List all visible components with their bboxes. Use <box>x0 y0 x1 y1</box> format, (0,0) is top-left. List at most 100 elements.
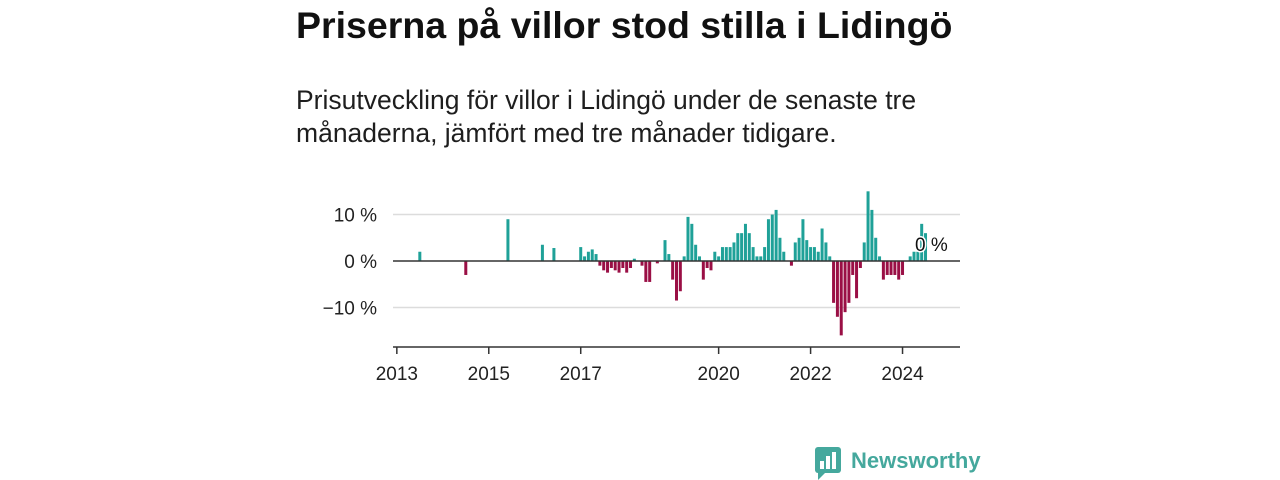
bar-2022-08 <box>835 261 839 317</box>
brand-name: Newsworthy <box>851 448 981 473</box>
bar-2019-10 <box>705 261 709 268</box>
bar-2023-12 <box>897 261 901 280</box>
bar-2022-10 <box>843 261 847 313</box>
bar-2020-09 <box>747 233 751 262</box>
newsworthy-logo-icon <box>815 447 841 480</box>
bar-2022-06 <box>828 256 832 262</box>
bar-2023-09 <box>885 261 889 275</box>
bar-2018-11 <box>663 240 667 262</box>
bar-2022-03 <box>816 251 820 262</box>
value-label: 0 % <box>915 235 948 256</box>
x-tick-label: 2022 <box>789 364 831 385</box>
bar-2019-01 <box>671 261 675 280</box>
bar-2017-05 <box>594 254 598 262</box>
chart-subtitle: Prisutveckling för villor i Lidingö unde… <box>296 85 917 148</box>
bar-2023-04 <box>866 191 870 262</box>
axes: 10 % 0 % −10 % 2013 2015 2017 2020 2022 2024 <box>323 206 960 385</box>
bar-2020-06 <box>736 233 740 262</box>
bar-2023-08 <box>881 261 885 280</box>
bar-2023-07 <box>878 256 882 262</box>
bar-2017-04 <box>590 249 594 262</box>
bar-2021-05 <box>778 237 782 262</box>
bar-2017-08 <box>606 261 610 273</box>
bar-2020-03 <box>724 247 728 262</box>
bar-2023-10 <box>889 261 893 275</box>
bar-2023-01 <box>855 261 859 299</box>
bar-2020-04 <box>728 247 732 262</box>
bar-2018-01 <box>625 261 629 273</box>
bar-2017-06 <box>598 261 602 266</box>
bar-2017-07 <box>602 261 606 271</box>
x-tick-label: 2024 <box>881 364 924 385</box>
y-tick-label: 0 % <box>344 252 377 273</box>
bar-2024-07 <box>924 233 928 262</box>
x-tick-label: 2020 <box>698 364 740 385</box>
bar-2018-12 <box>667 254 671 262</box>
bar-2021-09 <box>793 242 797 262</box>
bar-2024-05 <box>916 251 920 262</box>
bar-2019-09 <box>701 261 705 280</box>
bar-2020-01 <box>717 256 721 262</box>
bar-2013-07 <box>418 251 422 262</box>
bar-2023-03 <box>862 242 866 262</box>
bar-2022-11 <box>847 261 851 303</box>
bar-2017-01 <box>579 247 583 262</box>
bar-2019-05 <box>686 216 690 262</box>
bar-2019-03 <box>678 261 682 292</box>
bar-2020-08 <box>743 223 747 262</box>
y-tick-label: 10 % <box>334 206 377 227</box>
bar-2020-10 <box>751 247 755 262</box>
bar-2020-07 <box>740 233 744 262</box>
x-tick-label: 2017 <box>560 364 602 385</box>
bar-2021-08 <box>789 261 793 266</box>
bar-2020-12 <box>759 256 763 262</box>
logo-bar-2 <box>826 456 830 469</box>
bar-2019-11 <box>709 261 713 271</box>
bar-2016-06 <box>552 248 556 262</box>
bars <box>418 191 928 336</box>
bar-2019-04 <box>682 256 686 262</box>
bar-2018-02 <box>629 261 633 268</box>
bar-2022-12 <box>851 261 855 275</box>
bar-2024-03 <box>908 256 912 262</box>
bar-2022-07 <box>832 261 836 303</box>
bar-2017-02 <box>583 256 587 262</box>
bar-2022-05 <box>824 242 828 262</box>
bar-2021-12 <box>805 240 809 262</box>
bar-2018-06 <box>644 261 648 282</box>
bar-2023-06 <box>874 237 878 262</box>
bar-2021-03 <box>770 214 774 262</box>
bar-2021-04 <box>774 209 778 262</box>
bar-2017-03 <box>586 251 590 262</box>
bar-2023-02 <box>858 261 862 268</box>
bar-2022-02 <box>812 247 816 262</box>
bar-2020-11 <box>755 256 759 262</box>
bar-2018-05 <box>640 261 644 266</box>
bar-2021-01 <box>763 247 767 262</box>
bar-2015-06 <box>506 219 510 262</box>
bar-2019-12 <box>713 251 717 262</box>
bar-2021-02 <box>766 219 770 262</box>
value-labels: 0 % <box>913 234 949 258</box>
bar-2021-06 <box>782 251 786 262</box>
bar-2017-09 <box>609 261 613 268</box>
bar-2022-04 <box>820 228 824 262</box>
bar-2023-05 <box>870 209 874 262</box>
x-tick-label: 2015 <box>468 364 510 385</box>
bar-2022-01 <box>809 247 813 262</box>
logo-bar-3 <box>832 452 836 469</box>
bar-2018-03 <box>632 258 636 262</box>
bar-2014-07 <box>464 261 468 275</box>
bar-2024-04 <box>912 251 916 262</box>
x-tick-label: 2013 <box>376 364 418 385</box>
bar-2023-11 <box>893 261 897 275</box>
bar-2020-02 <box>720 247 724 262</box>
gridlines <box>393 213 960 309</box>
bar-2019-06 <box>690 223 694 262</box>
bar-2016-03 <box>540 244 544 262</box>
bar-2021-10 <box>797 237 801 262</box>
bar-2018-09 <box>655 261 659 264</box>
logo-bar-1 <box>820 461 824 469</box>
bar-2019-07 <box>694 244 698 262</box>
